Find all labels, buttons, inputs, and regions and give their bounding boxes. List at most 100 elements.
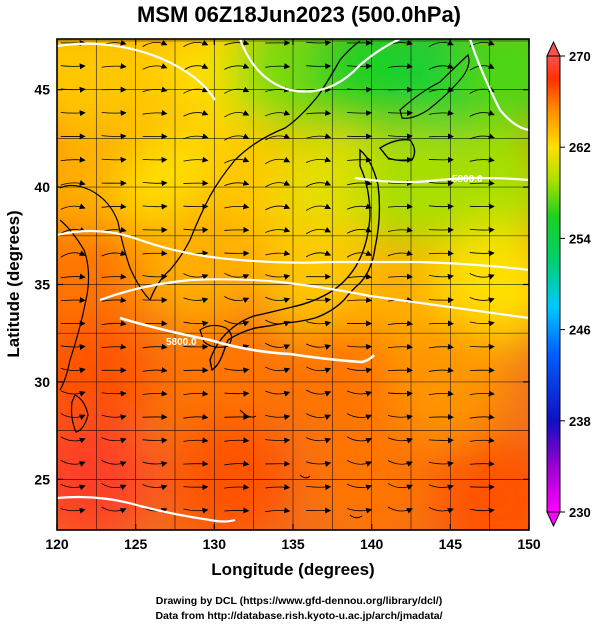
streamline — [224, 460, 250, 467]
streamline — [142, 461, 168, 467]
streamline — [469, 507, 495, 514]
x-tick-label: 125 — [124, 536, 148, 552]
streamline — [428, 63, 454, 70]
streamline — [428, 367, 454, 374]
streamline — [347, 343, 373, 350]
streamline — [428, 180, 454, 187]
streamline — [60, 273, 86, 280]
streamline — [306, 133, 332, 140]
streamline — [387, 460, 413, 467]
streamline — [183, 297, 209, 304]
streamline — [60, 110, 86, 117]
colorbar-tick-label: 270 — [569, 49, 591, 64]
streamline — [265, 437, 291, 444]
colorbar: 230 238 246 254 262 270 — [546, 40, 591, 528]
streamline — [224, 390, 250, 397]
streamline — [387, 156, 413, 163]
streamline — [142, 180, 168, 187]
y-tick-label: 35 — [34, 277, 50, 293]
y-tick-label: 45 — [34, 82, 50, 98]
streamline — [265, 296, 291, 304]
streamline — [469, 413, 495, 420]
streamline — [428, 86, 454, 93]
streamline — [347, 297, 373, 303]
streamline — [183, 484, 209, 491]
streamline — [224, 272, 250, 280]
streamline — [101, 506, 127, 514]
streamline — [183, 109, 209, 117]
streamline — [469, 273, 495, 280]
streamline — [428, 343, 454, 350]
streamline — [428, 437, 454, 444]
streamline — [305, 250, 332, 258]
contour-line-mid-south — [99, 278, 529, 320]
streamline — [469, 227, 495, 234]
streamline — [469, 343, 495, 350]
streamline — [306, 40, 332, 46]
temperature-field — [57, 39, 529, 530]
streamline — [142, 367, 168, 374]
streamline — [306, 320, 332, 327]
streamline — [183, 413, 209, 420]
streamline — [224, 319, 250, 327]
streamline — [469, 437, 495, 444]
streamline — [428, 203, 454, 210]
streamline — [265, 366, 291, 374]
streamline — [387, 437, 413, 444]
colorbar-tick-label: 246 — [569, 323, 591, 338]
x-tick-label: 130 — [203, 536, 227, 552]
streamline — [305, 389, 332, 397]
streamline — [346, 250, 372, 258]
colorbar-gradient — [546, 55, 561, 513]
streamline — [265, 156, 291, 165]
streamline — [224, 39, 250, 46]
y-tick-label: 40 — [34, 179, 50, 195]
streamline — [387, 320, 413, 327]
streamline — [346, 180, 373, 186]
streamline — [265, 484, 291, 491]
streamline — [60, 297, 86, 303]
contour-line-mid-north — [354, 176, 529, 184]
streamline — [346, 226, 372, 234]
streamline — [224, 437, 250, 444]
streamline — [346, 367, 373, 374]
streamline — [387, 250, 413, 257]
streamline — [101, 414, 127, 421]
credit-data: Data from http://database.rish.kyoto-u.a… — [155, 610, 442, 622]
colorbar-tick-label: 254 — [569, 231, 591, 246]
streamline — [101, 390, 127, 397]
y-axis-label: Latitude (degrees) — [4, 210, 23, 357]
streamline — [60, 413, 86, 421]
streamline — [346, 413, 373, 421]
streamline — [387, 343, 413, 350]
streamline — [346, 459, 372, 467]
streamline — [387, 506, 413, 514]
streamline — [306, 63, 332, 70]
colorbar-ticks: 230 238 246 254 262 270 — [560, 49, 591, 520]
streamline — [305, 227, 332, 235]
streamline — [346, 390, 373, 397]
streamline — [387, 273, 413, 280]
streamline — [469, 297, 495, 304]
streamline — [101, 156, 127, 163]
colorbar-max-extension — [546, 40, 561, 57]
colorbar-tick-label: 230 — [569, 505, 591, 520]
streamline — [346, 507, 373, 514]
streamline — [60, 390, 86, 397]
streamline — [101, 273, 127, 280]
streamline — [183, 63, 209, 71]
streamline — [265, 390, 291, 397]
streamline — [183, 39, 209, 48]
streamline — [306, 297, 332, 304]
streamline — [142, 203, 168, 210]
streamline — [428, 273, 454, 280]
streamline — [60, 460, 86, 467]
streamline — [101, 483, 127, 491]
streamline — [305, 203, 332, 211]
streamline — [60, 343, 86, 350]
streamline — [183, 507, 209, 514]
streamline — [347, 86, 373, 93]
streamline — [142, 484, 168, 491]
streamline — [142, 86, 168, 93]
streamline — [101, 460, 127, 467]
